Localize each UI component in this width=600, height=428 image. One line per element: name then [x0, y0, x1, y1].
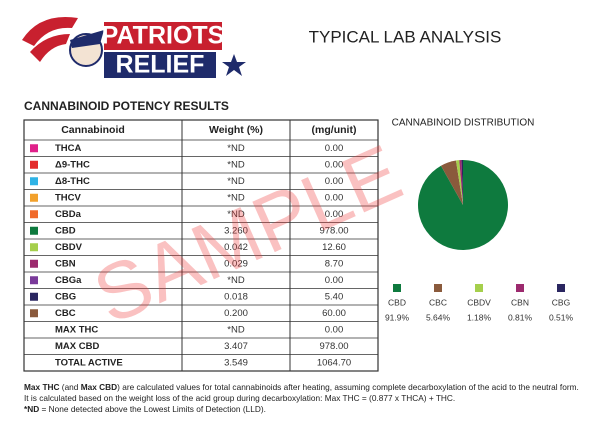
weight-cell: *ND [227, 275, 245, 286]
row-name: MAX THC [55, 324, 98, 335]
logo-star [222, 54, 246, 76]
mg-cell: 0.00 [325, 275, 344, 286]
mg-cell: 0.00 [325, 176, 344, 187]
weight-cell: *ND [227, 324, 245, 335]
pie-slice [461, 160, 463, 205]
color-swatch [30, 177, 38, 186]
row-name: CBGa [55, 275, 82, 286]
weight-cell: *ND [227, 159, 245, 170]
color-swatch [30, 276, 38, 285]
footnote-text: (and [59, 382, 81, 392]
legend-value: 91.9% [385, 312, 410, 322]
weight-cell: *ND [227, 143, 245, 154]
row-name: CBC [55, 308, 76, 319]
mg-cell: 0.00 [325, 324, 344, 335]
footnote-bold: *ND [24, 404, 40, 414]
logo-text: PATRIOTS [102, 22, 225, 50]
footnote-text: ) are calculated values for total cannab… [24, 382, 579, 403]
logo-top-band [104, 22, 222, 50]
footnote-bold: Max THC [24, 382, 60, 392]
footnote: Max THC (and Max CBD) are calculated val… [24, 382, 584, 415]
color-swatch [30, 243, 38, 252]
pie-slice [440, 160, 463, 205]
legend-value: 1.18% [467, 312, 492, 322]
color-swatch [30, 292, 38, 301]
weight-cell: 3.407 [224, 341, 248, 352]
color-swatch [30, 210, 38, 219]
logo-swoosh [30, 34, 70, 62]
legend-label: CBC [429, 297, 447, 307]
legend-label: CBN [511, 297, 529, 307]
column-header: Weight (%) [209, 124, 263, 136]
color-swatch [30, 160, 38, 169]
legend-value: 0.81% [508, 312, 533, 322]
color-swatch [30, 226, 38, 235]
canvas: PATRIOTS RELIEF TYPICAL LAB ANALYSIS CAN… [22, 16, 574, 372]
footnote-bold: Max CBD [80, 382, 118, 392]
mg-cell: 1064.70 [317, 357, 351, 368]
mg-cell: 0.00 [325, 143, 344, 154]
row-name: CBDV [55, 242, 83, 253]
row-name: TOTAL ACTIVE [55, 357, 123, 368]
legend-label: CBG [552, 297, 570, 307]
logo-bottom-band [104, 52, 216, 78]
mg-cell: 0.00 [325, 192, 344, 203]
mg-cell: 5.40 [325, 291, 344, 302]
row-name: THCA [55, 143, 82, 154]
color-swatch [30, 193, 38, 202]
row-name: CBN [55, 258, 76, 269]
weight-cell: 0.042 [224, 242, 248, 253]
weight-cell: 0.018 [224, 291, 248, 302]
mg-cell: 978.00 [319, 341, 348, 352]
legend-value: 5.64% [426, 312, 451, 322]
legend-label: CBDV [467, 297, 491, 307]
legend-label: CBD [388, 297, 406, 307]
weight-cell: 3.549 [224, 357, 248, 368]
weight-cell: 0.029 [224, 258, 248, 269]
mg-cell: 0.00 [325, 209, 344, 220]
logo-swoosh [22, 16, 78, 46]
row-name: Δ8-THC [55, 176, 90, 187]
mg-cell: 60.00 [322, 308, 346, 319]
weight-cell: 3.260 [224, 225, 248, 236]
legend-swatch [475, 284, 483, 292]
mg-cell: 0.00 [325, 159, 344, 170]
row-name: THCV [55, 192, 82, 203]
row-name: CBDa [55, 209, 82, 220]
pie-slice [459, 160, 463, 205]
logo: PATRIOTS RELIEF [22, 16, 246, 79]
column-header: (mg/unit) [312, 124, 357, 136]
row-name: MAX CBD [55, 341, 99, 352]
column-header: Cannabinoid [61, 124, 125, 136]
weight-cell: 0.200 [224, 308, 248, 319]
row-name: CBG [55, 291, 76, 302]
logo-text: RELIEF [116, 51, 205, 79]
footnote-line: Max THC (and Max CBD) are calculated val… [24, 382, 584, 404]
legend-swatch [393, 284, 401, 292]
mg-cell: 8.70 [325, 258, 344, 269]
page-title: TYPICAL LAB ANALYSIS [309, 27, 502, 46]
legend-swatch [557, 284, 565, 292]
color-swatch [30, 309, 38, 318]
legend-swatch [434, 284, 442, 292]
chart-title: CANNABINOID DISTRIBUTION [392, 118, 535, 129]
section-title: CANNABINOID POTENCY RESULTS [24, 99, 229, 113]
color-swatch [30, 144, 38, 153]
mg-cell: 978.00 [319, 225, 348, 236]
row-name: Δ9-THC [55, 159, 90, 170]
pie-slice [455, 160, 463, 205]
table-border [23, 119, 379, 372]
weight-cell: *ND [227, 192, 245, 203]
legend-swatch [516, 284, 524, 292]
row-name: CBD [55, 225, 76, 236]
weight-cell: *ND [227, 209, 245, 220]
legend-value: 0.51% [549, 312, 574, 322]
weight-cell: *ND [227, 176, 245, 187]
footnote-text: = None detected above the Lowest Limits … [39, 404, 266, 414]
color-swatch [30, 259, 38, 268]
mg-cell: 12.60 [322, 242, 346, 253]
footnote-line: *ND = None detected above the Lowest Lim… [24, 404, 584, 415]
logo-hat [70, 30, 104, 48]
